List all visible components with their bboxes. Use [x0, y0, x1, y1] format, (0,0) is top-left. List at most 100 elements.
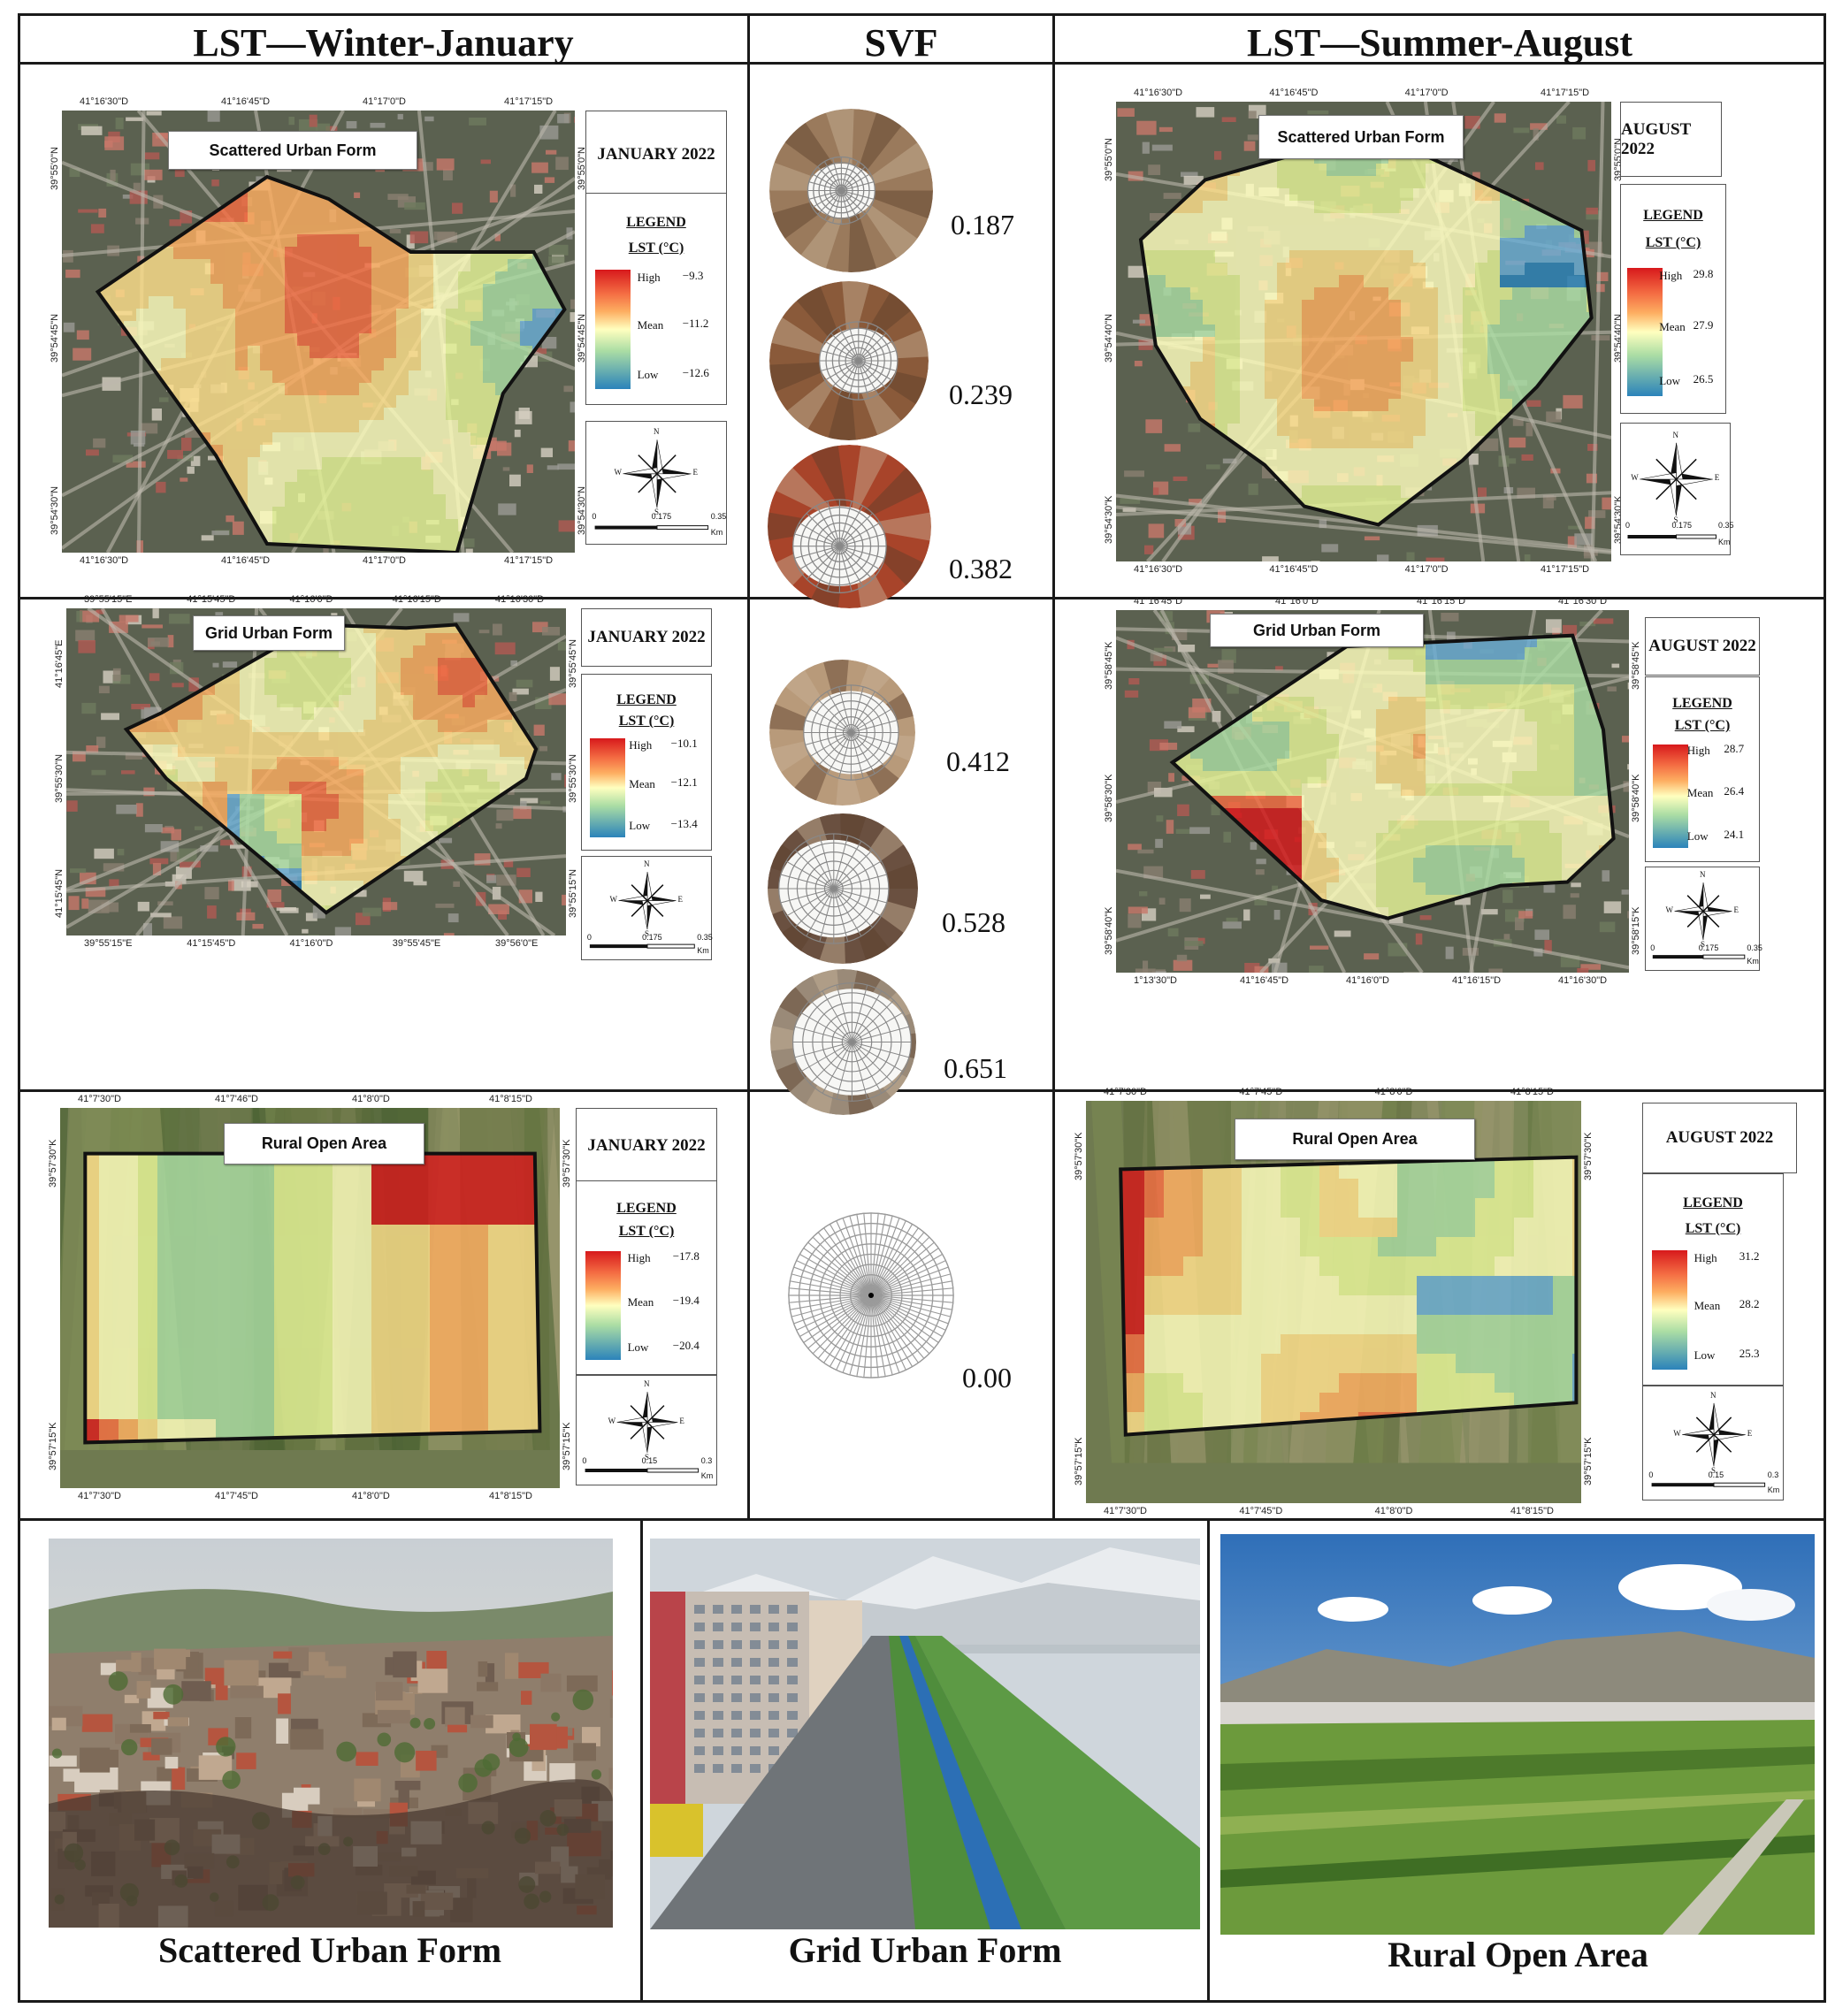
caption-rural-open-area: Rural Open Area	[1388, 1935, 1648, 1974]
scale-bar-label: 0.175	[1698, 943, 1719, 953]
grid-coordinate-label: 41°8'15"D	[1510, 1506, 1554, 1516]
legend-mean-value: 28.2	[1739, 1296, 1760, 1310]
grid-coordinate-label: 39°55'0"N	[1104, 138, 1114, 181]
compass-e-label: E	[1714, 473, 1720, 482]
grid-coordinate-label: 41°16'30"D	[1134, 564, 1183, 575]
area-label: Rural Open Area	[224, 1123, 424, 1165]
scale-unit: Km	[700, 1470, 714, 1480]
grid-coordinate-label: 41°16'15"D	[1452, 975, 1502, 986]
scale-unit: Km	[1767, 1485, 1780, 1494]
legend-high-value: 28.7	[1724, 742, 1745, 756]
grid-coordinate-label: 41°16'0"D	[1275, 596, 1319, 607]
legend-high-value: −10.1	[670, 736, 698, 750]
area-label: Grid Urban Form	[193, 615, 345, 651]
legend-title: LEGEND	[616, 692, 677, 707]
scale-unit: Km	[1747, 957, 1759, 966]
svf-value: 0.187	[951, 209, 1014, 241]
legend-mean-label: Mean	[637, 317, 664, 332]
grid-coordinate-label: 39°57'30"K	[562, 1139, 572, 1187]
legend-high-label: High	[629, 737, 653, 752]
compass-e-label: E	[692, 467, 699, 477]
grid-coordinate-label: 41°16'30"D	[1558, 975, 1608, 986]
grid-coordinate-label: 41°16'30"D	[80, 555, 129, 566]
scale-bar-label: 0.35	[1747, 943, 1762, 953]
scale-bar-label: 0.3	[700, 1456, 713, 1466]
map-summer-grid	[1116, 610, 1629, 973]
compass-s-label: S	[1711, 1466, 1716, 1476]
north-arrow-icon	[585, 1392, 700, 1473]
grid-coordinate-label: 39°57'15"K	[1583, 1437, 1594, 1485]
compass-w-label: W	[614, 467, 623, 477]
fisheye-image	[768, 659, 915, 806]
grid-coordinate-label: 39°57'30"K	[1583, 1132, 1594, 1180]
scale-bar-label: 0	[1650, 943, 1655, 953]
month-label: JANUARY 2022	[576, 1108, 717, 1183]
legend-low-value: 26.5	[1693, 372, 1714, 386]
grid-coordinate-label: 41°7'45"D	[1239, 1087, 1283, 1097]
grid-coordinate-label: 39°58'40"K	[1104, 906, 1114, 955]
compass-w-label: W	[1631, 473, 1639, 482]
grid-coordinate-label: 39°58'15"K	[1631, 906, 1641, 955]
grid-coordinate-label: 41°7'30"D	[1104, 1087, 1147, 1097]
grid-coordinate-label: 41°8'0"D	[1374, 1506, 1413, 1516]
month-label: AUGUST 2022	[1642, 1103, 1797, 1173]
grid-coordinate-label: 41°16'45"D	[1240, 975, 1289, 986]
scale-bar-label: 0	[592, 512, 597, 522]
scale-bar-label: 0	[582, 1456, 587, 1466]
legend-high-value: −17.8	[672, 1249, 700, 1264]
compass-n-label: N	[644, 1379, 650, 1389]
grid-coordinate-label: 41°16'0"D	[289, 938, 333, 949]
legend-high-label: High	[627, 1251, 651, 1265]
legend-color-ramp	[589, 738, 625, 837]
grid-coordinate-label: 1°13'30"D	[1134, 975, 1177, 986]
header-divider	[18, 62, 1826, 65]
fisheye-image	[768, 813, 918, 964]
legend-title: LEGEND	[1643, 208, 1703, 223]
scale-unit: Km	[697, 946, 709, 956]
fisheye-image	[767, 444, 931, 608]
legend-high-label: High	[1686, 744, 1710, 758]
grid-coordinate-label: 39°57'15"K	[48, 1422, 58, 1470]
grid-coordinate-label: 39°55'15"E	[84, 938, 133, 949]
fisheye-image	[787, 1211, 955, 1379]
legend-title: LEGEND	[1672, 696, 1732, 711]
scale-bar-label: 0.15	[1708, 1470, 1724, 1479]
fisheye-image	[768, 108, 933, 272]
legend-high-value: −9.3	[682, 269, 704, 283]
grid-coordinate-label: 41°17'15"D	[504, 96, 554, 107]
grid-coordinate-label: 41°16'15"D	[392, 594, 441, 605]
month-label: AUGUST 2022	[1645, 617, 1760, 676]
legend-mean-label: Mean	[1659, 320, 1686, 334]
grid-coordinate-label: 41°16'30"D	[1134, 88, 1183, 98]
compass-n-label: N	[1700, 870, 1706, 880]
grid-coordinate-label: 39°54'45"N	[50, 313, 60, 363]
legend-mean-value: −19.4	[672, 1293, 700, 1307]
figure-frame	[18, 13, 1826, 2003]
legend-mean-value: 27.9	[1693, 318, 1714, 332]
legend-unit: LST (°C)	[1674, 718, 1731, 734]
legend-low-value: −13.4	[670, 817, 698, 831]
grid-coordinate-label: 39°57'15"K	[1074, 1437, 1084, 1485]
compass-s-label: S	[1673, 515, 1678, 525]
scale-bar-label: 0	[586, 933, 592, 943]
compass-w-label: W	[1665, 905, 1674, 914]
legend-unit: LST (°C)	[618, 1224, 675, 1240]
compass-e-label: E	[1733, 905, 1739, 914]
scale-bar-label: 0.15	[641, 1456, 658, 1466]
compass-s-label: S	[645, 929, 650, 938]
grid-coordinate-label: 39°54'30"K	[1104, 495, 1114, 544]
grid-coordinate-label: 39°56'0"E	[495, 938, 539, 949]
scale-unit: Km	[1718, 538, 1731, 546]
svf-value: 0.00	[962, 1362, 1012, 1394]
grid-coordinate-label: 41°8'0"D	[1374, 1087, 1413, 1097]
grid-coordinate-label: 41°16'45"D	[1269, 88, 1319, 98]
caption-grid-urban-form: Grid Urban Form	[788, 1930, 1062, 1970]
grid-coordinate-label: 39°58'45"K	[1104, 641, 1114, 690]
grid-coordinate-label: 39°55'30"N	[568, 753, 578, 803]
month-label: JANUARY 2022	[581, 608, 712, 667]
area-label: Scattered Urban Form	[1258, 115, 1464, 159]
legend-title: LEGEND	[626, 215, 686, 230]
legend-color-ramp	[1652, 744, 1688, 849]
fisheye-image	[769, 281, 929, 440]
map-winter-rural	[60, 1108, 560, 1488]
